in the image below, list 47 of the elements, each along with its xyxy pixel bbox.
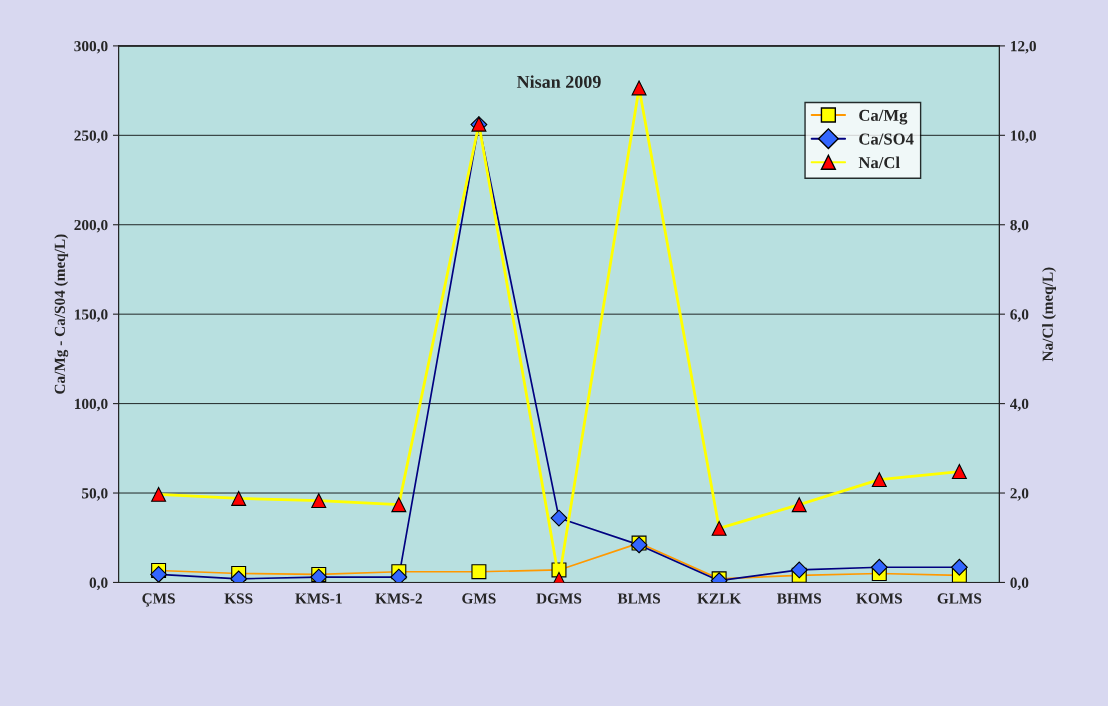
y-tick-label: 200,0: [74, 219, 108, 233]
y-tick-label: 100,0: [74, 398, 108, 412]
x-tick-label: ÇMS: [142, 593, 175, 607]
point: [951, 464, 967, 480]
y-tick-label: 50,0: [82, 488, 108, 501]
x-tick-label: KOMS: [856, 593, 902, 604]
legend-label: Na/Cl: [858, 156, 900, 169]
point: [870, 558, 888, 576]
y-tick-label: 0,0: [89, 577, 108, 591]
x-tick-label: BHMS: [776, 593, 822, 604]
point: [711, 520, 727, 536]
point: [471, 564, 487, 580]
x-tick-label: KMS-1: [295, 593, 342, 604]
point: [231, 490, 247, 506]
point: [151, 486, 167, 502]
x-tick-label: KMS-2: [375, 593, 422, 604]
x-tick-label: KSS: [224, 593, 253, 604]
point: [311, 493, 327, 509]
point: [790, 561, 808, 579]
x-tick-label: GMS: [462, 593, 496, 604]
x-tick-label: KZLK: [697, 593, 742, 604]
x-tick-label: DGMS: [536, 593, 582, 604]
point: [391, 497, 407, 513]
legend-label: Ca/SO4: [859, 133, 914, 145]
y2-tick-label: 2,0: [1010, 488, 1029, 501]
text: Nisan 2009: [516, 75, 601, 88]
y2-tick-label: 10,0: [1011, 130, 1036, 143]
point: [390, 568, 408, 583]
point: [791, 497, 807, 513]
point: [871, 472, 887, 488]
y-axis-title: Ca/Mg - Ca/S04 (meq/L): [54, 234, 69, 394]
y2-tick-label: 0,0: [1010, 577, 1029, 591]
y-tick-label: 150,0: [74, 309, 108, 322]
point: [550, 509, 568, 527]
point: [950, 558, 968, 576]
y2-tick-label: 8,0: [1010, 219, 1029, 233]
y-tick-label: 300,0: [74, 41, 108, 54]
y2-tick-label: 12,0: [1011, 41, 1036, 54]
x-tick-label: GLMS: [937, 593, 982, 604]
point: [631, 80, 647, 96]
point: [150, 565, 168, 583]
y2-tick-label: 4,0: [1010, 398, 1029, 412]
y2-axis-title: Na/Cl (meq/L): [1042, 267, 1056, 362]
legend-label: Ca/Mg: [859, 109, 908, 125]
y-tick-label: 250,0: [74, 130, 108, 143]
y2-tick-label: 6,0: [1010, 309, 1029, 322]
x-tick-label: BLMS: [617, 593, 661, 604]
